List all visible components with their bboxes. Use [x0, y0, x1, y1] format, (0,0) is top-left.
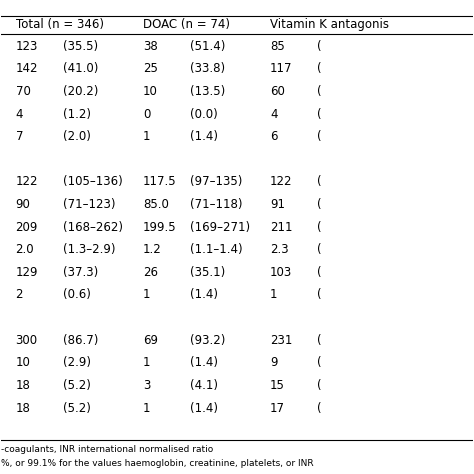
Text: (1.4): (1.4)	[190, 401, 218, 415]
Text: 123: 123	[16, 40, 38, 53]
Text: 1: 1	[270, 289, 277, 301]
Text: 69: 69	[143, 334, 158, 346]
Text: (5.2): (5.2)	[63, 379, 91, 392]
Text: (: (	[317, 379, 322, 392]
Text: (35.5): (35.5)	[63, 40, 98, 53]
Text: DOAC (n = 74): DOAC (n = 74)	[143, 18, 230, 31]
Text: 18: 18	[16, 379, 30, 392]
Text: 300: 300	[16, 334, 37, 346]
Text: (: (	[317, 62, 322, 75]
Text: 2.3: 2.3	[270, 243, 289, 256]
Text: (2.0): (2.0)	[63, 130, 91, 143]
Text: (86.7): (86.7)	[63, 334, 98, 346]
Text: (20.2): (20.2)	[63, 85, 98, 98]
Text: (: (	[317, 175, 322, 188]
Text: (0.0): (0.0)	[190, 108, 218, 120]
Text: (: (	[317, 220, 322, 234]
Text: 60: 60	[270, 85, 285, 98]
Text: 2: 2	[16, 289, 23, 301]
Text: (: (	[317, 85, 322, 98]
Text: 129: 129	[16, 266, 38, 279]
Text: (71–123): (71–123)	[63, 198, 115, 211]
Text: (5.2): (5.2)	[63, 401, 91, 415]
Text: 7: 7	[16, 130, 23, 143]
Text: (1.1–1.4): (1.1–1.4)	[190, 243, 243, 256]
Text: 211: 211	[270, 220, 292, 234]
Text: (1.4): (1.4)	[190, 130, 218, 143]
Text: (2.9): (2.9)	[63, 356, 91, 369]
Text: 4: 4	[16, 108, 23, 120]
Text: 1: 1	[143, 401, 150, 415]
Text: 0: 0	[143, 108, 150, 120]
Text: (: (	[317, 130, 322, 143]
Text: 1: 1	[143, 289, 150, 301]
Text: 25: 25	[143, 62, 158, 75]
Text: 15: 15	[270, 379, 285, 392]
Text: 6: 6	[270, 130, 277, 143]
Text: (: (	[317, 243, 322, 256]
Text: (1.2): (1.2)	[63, 108, 91, 120]
Text: Total (n = 346): Total (n = 346)	[16, 18, 103, 31]
Text: (: (	[317, 356, 322, 369]
Text: 38: 38	[143, 40, 157, 53]
Text: 70: 70	[16, 85, 30, 98]
Text: (71–118): (71–118)	[190, 198, 242, 211]
Text: 142: 142	[16, 62, 38, 75]
Text: (93.2): (93.2)	[190, 334, 225, 346]
Text: 3: 3	[143, 379, 150, 392]
Text: (33.8): (33.8)	[190, 62, 225, 75]
Text: (: (	[317, 334, 322, 346]
Text: 231: 231	[270, 334, 292, 346]
Text: 2.0: 2.0	[16, 243, 34, 256]
Text: (168–262): (168–262)	[63, 220, 123, 234]
Text: (0.6): (0.6)	[63, 289, 91, 301]
Text: 10: 10	[16, 356, 30, 369]
Text: 4: 4	[270, 108, 277, 120]
Text: (: (	[317, 108, 322, 120]
Text: 85.0: 85.0	[143, 198, 169, 211]
Text: 10: 10	[143, 85, 158, 98]
Text: 1: 1	[143, 130, 150, 143]
Text: 26: 26	[143, 266, 158, 279]
Text: 117.5: 117.5	[143, 175, 176, 188]
Text: 17: 17	[270, 401, 285, 415]
Text: 91: 91	[270, 198, 285, 211]
Text: 199.5: 199.5	[143, 220, 176, 234]
Text: (: (	[317, 289, 322, 301]
Text: 18: 18	[16, 401, 30, 415]
Text: (: (	[317, 266, 322, 279]
Text: (97–135): (97–135)	[190, 175, 242, 188]
Text: 117: 117	[270, 62, 292, 75]
Text: 209: 209	[16, 220, 38, 234]
Text: (: (	[317, 401, 322, 415]
Text: (51.4): (51.4)	[190, 40, 225, 53]
Text: (4.1): (4.1)	[190, 379, 218, 392]
Text: 1: 1	[143, 356, 150, 369]
Text: -coagulants, INR international normalised ratio: -coagulants, INR international normalise…	[1, 445, 214, 454]
Text: (169–271): (169–271)	[190, 220, 250, 234]
Text: 122: 122	[270, 175, 292, 188]
Text: (: (	[317, 40, 322, 53]
Text: 103: 103	[270, 266, 292, 279]
Text: %, or 99.1% for the values haemoglobin, creatinine, platelets, or INR: %, or 99.1% for the values haemoglobin, …	[1, 459, 314, 468]
Text: (1.4): (1.4)	[190, 356, 218, 369]
Text: 90: 90	[16, 198, 30, 211]
Text: (37.3): (37.3)	[63, 266, 98, 279]
Text: 122: 122	[16, 175, 38, 188]
Text: 9: 9	[270, 356, 277, 369]
Text: (: (	[317, 198, 322, 211]
Text: (41.0): (41.0)	[63, 62, 98, 75]
Text: 85: 85	[270, 40, 285, 53]
Text: (1.3–2.9): (1.3–2.9)	[63, 243, 115, 256]
Text: (13.5): (13.5)	[190, 85, 225, 98]
Text: (35.1): (35.1)	[190, 266, 225, 279]
Text: (105–136): (105–136)	[63, 175, 122, 188]
Text: Vitamin K antagonis: Vitamin K antagonis	[270, 18, 389, 31]
Text: (1.4): (1.4)	[190, 289, 218, 301]
Text: 1.2: 1.2	[143, 243, 162, 256]
